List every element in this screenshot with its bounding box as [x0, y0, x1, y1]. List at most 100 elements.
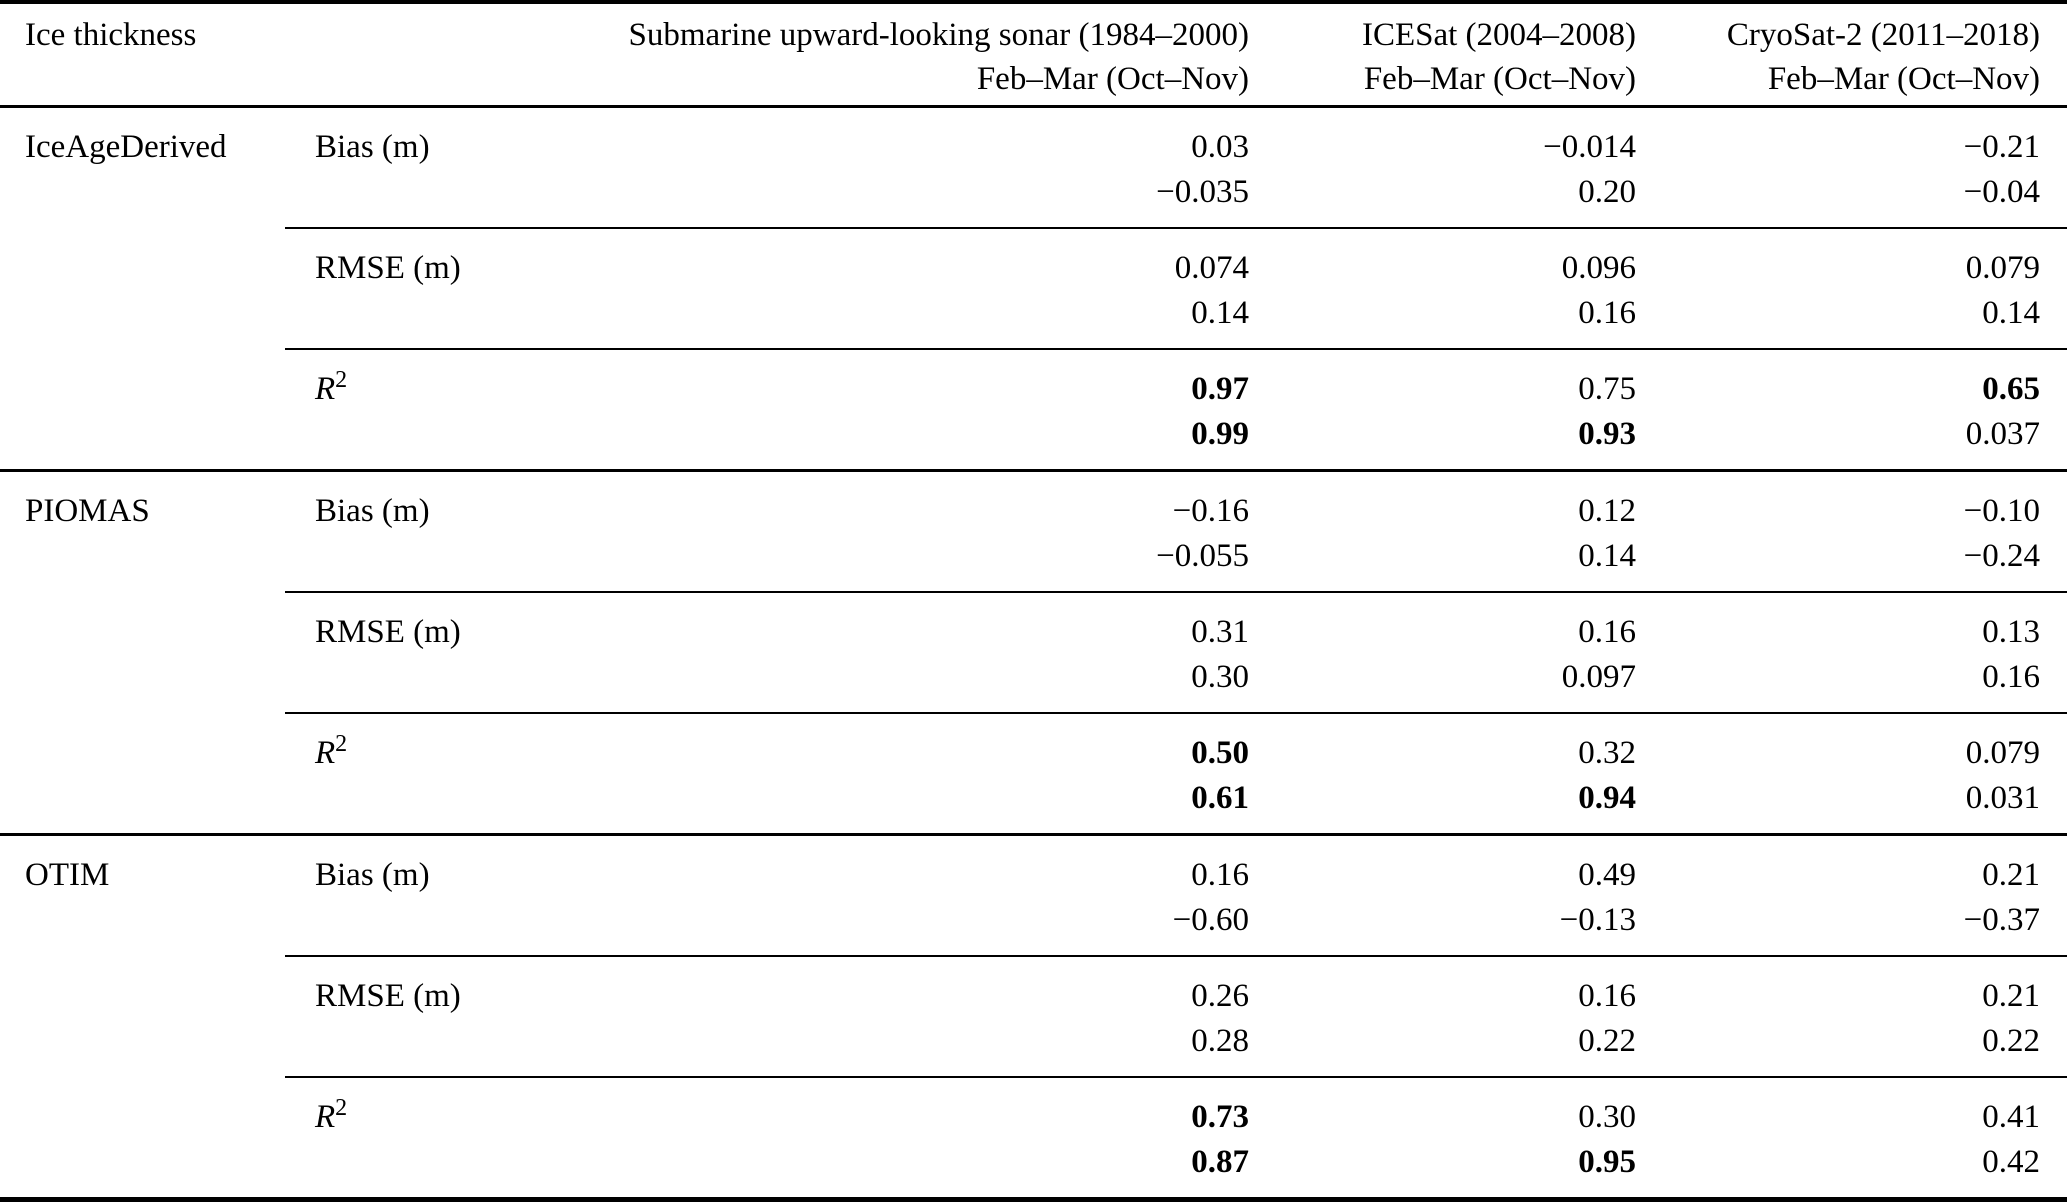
- row-iceagederived-r2: R2 0.97 0.99 0.75 0.93 0.65 0.037: [0, 348, 2067, 471]
- value-cell: 0.096 0.16: [1250, 227, 1638, 349]
- value-oct-nov: −0.60: [1172, 902, 1250, 938]
- value-cell: 0.03 −0.035: [630, 105, 1251, 228]
- value-cell: 0.21 −0.37: [1637, 833, 2067, 956]
- value-feb-mar: −0.014: [1543, 129, 1637, 165]
- value-feb-mar: −0.10: [1963, 493, 2041, 529]
- value-oct-nov: 0.097: [1561, 659, 1637, 695]
- metric-label-text: R: [315, 735, 336, 771]
- value-cell: −0.014 0.20: [1250, 105, 1638, 228]
- value-cell: 0.31 0.30: [630, 591, 1251, 713]
- value-oct-nov: 0.93: [1578, 416, 1637, 452]
- metric-label-r2: R2: [285, 1076, 630, 1200]
- metric-label-r2: R2: [285, 712, 630, 835]
- group-label-piomas: PIOMAS: [0, 469, 285, 835]
- value-oct-nov: 0.22: [1578, 1023, 1637, 1059]
- metric-label-text: R: [315, 1099, 336, 1135]
- value-oct-nov: 0.61: [1191, 780, 1250, 816]
- value-feb-mar: 0.75: [1578, 371, 1637, 407]
- value-oct-nov: 0.42: [1982, 1144, 2041, 1180]
- value-oct-nov: 0.031: [1965, 780, 2041, 816]
- value-cell: 0.16 −0.60: [630, 833, 1251, 956]
- header-row: Ice thickness Submarine upward-looking s…: [0, 2, 2067, 108]
- value-oct-nov: 0.16: [1982, 659, 2041, 695]
- value-feb-mar: 0.096: [1561, 250, 1637, 286]
- value-feb-mar: 0.30: [1578, 1099, 1637, 1135]
- value-oct-nov: −0.24: [1963, 538, 2041, 574]
- column-header-icesat-line2: Feb–Mar (Oct–Nov): [1363, 61, 1637, 97]
- metric-label-bias-m: Bias (m): [285, 833, 630, 956]
- value-oct-nov: 0.14: [1578, 538, 1637, 574]
- value-oct-nov: 0.94: [1578, 780, 1637, 816]
- value-oct-nov: 0.30: [1191, 659, 1250, 695]
- column-header-submarine-sonar: Submarine upward-looking sonar (1984–200…: [285, 2, 1251, 108]
- metric-label-rmse-m: RMSE (m): [285, 591, 630, 713]
- value-oct-nov: −0.035: [1156, 174, 1250, 210]
- value-oct-nov: 0.20: [1578, 174, 1637, 210]
- value-feb-mar: 0.65: [1982, 371, 2041, 407]
- value-feb-mar: 0.16: [1191, 857, 1250, 893]
- value-cell: 0.26 0.28: [630, 955, 1251, 1077]
- value-feb-mar: 0.12: [1578, 493, 1637, 529]
- value-cell: 0.12 0.14: [1250, 469, 1638, 592]
- value-feb-mar: −0.21: [1963, 129, 2041, 165]
- group-label-iceagederived: IceAgeDerived: [0, 105, 285, 471]
- column-header-icesat: ICESat (2004–2008) Feb–Mar (Oct–Nov): [1250, 2, 1638, 108]
- value-oct-nov: 0.87: [1191, 1144, 1250, 1180]
- value-feb-mar: −0.16: [1172, 493, 1250, 529]
- row-otim-r2: R2 0.73 0.87 0.30 0.95 0.41 0.42: [0, 1076, 2067, 1200]
- value-oct-nov: 0.14: [1191, 295, 1250, 331]
- row-otim-bias-m: OTIM Bias (m) 0.16 −0.60 0.49 −0.13 0.21 −0.37: [0, 833, 2067, 1200]
- value-cell: 0.65 0.037: [1637, 348, 2067, 471]
- value-oct-nov: 0.037: [1965, 416, 2041, 452]
- value-cell: −0.21 −0.04: [1637, 105, 2067, 228]
- metric-label-superscript: 2: [335, 731, 348, 757]
- metric-label-rmse-m: RMSE (m): [285, 955, 630, 1077]
- column-header-cryosat2-line2: Feb–Mar (Oct–Nov): [1767, 61, 2041, 97]
- metric-label-superscript: 2: [335, 367, 348, 393]
- column-header-cryosat2-line1: CryoSat-2 (2011–2018): [1726, 17, 2041, 53]
- metric-label-bias-m: Bias (m): [285, 469, 630, 592]
- value-feb-mar: 0.03: [1191, 129, 1250, 165]
- column-header-icesat-line1: ICESat (2004–2008): [1361, 17, 1637, 53]
- value-cell: 0.97 0.99: [630, 348, 1251, 471]
- metric-label-superscript: 2: [335, 1095, 348, 1121]
- table-body: IceAgeDerived Bias (m) 0.03 −0.035 −0.014 0.2…: [0, 105, 2067, 1200]
- value-oct-nov: −0.13: [1559, 902, 1637, 938]
- value-feb-mar: 0.079: [1965, 250, 2041, 286]
- value-feb-mar: 0.49: [1578, 857, 1637, 893]
- value-feb-mar: 0.13: [1982, 614, 2041, 650]
- value-feb-mar: 0.074: [1174, 250, 1250, 286]
- metric-label-text: R: [315, 371, 336, 407]
- value-cell: 0.079 0.14: [1637, 227, 2067, 349]
- value-oct-nov: 0.16: [1578, 295, 1637, 331]
- metric-label-rmse-m: RMSE (m): [285, 227, 630, 349]
- row-piomas-bias-m: PIOMAS Bias (m) −0.16 −0.055 0.12 0.14 −0.10 −0…: [0, 469, 2067, 835]
- value-cell: 0.50 0.61: [630, 712, 1251, 835]
- row-otim-rmse-m: RMSE (m) 0.26 0.28 0.16 0.22 0.21 0.22: [0, 955, 2067, 1077]
- row-piomas-r2: R2 0.50 0.61 0.32 0.94 0.079 0.031: [0, 712, 2067, 835]
- value-feb-mar: 0.32: [1578, 735, 1637, 771]
- value-cell: 0.079 0.031: [1637, 712, 2067, 835]
- row-iceagederived-rmse-m: RMSE (m) 0.074 0.14 0.096 0.16 0.079 0.14: [0, 227, 2067, 349]
- value-feb-mar: 0.079: [1965, 735, 2041, 771]
- value-cell: 0.41 0.42: [1637, 1076, 2067, 1200]
- value-oct-nov: 0.95: [1578, 1144, 1637, 1180]
- value-feb-mar: 0.26: [1191, 978, 1250, 1014]
- value-cell: −0.10 −0.24: [1637, 469, 2067, 592]
- value-feb-mar: 0.97: [1191, 371, 1250, 407]
- value-oct-nov: −0.37: [1963, 902, 2041, 938]
- value-cell: 0.16 0.22: [1250, 955, 1638, 1077]
- value-oct-nov: 0.22: [1982, 1023, 2041, 1059]
- value-cell: 0.13 0.16: [1637, 591, 2067, 713]
- value-feb-mar: 0.31: [1191, 614, 1250, 650]
- value-cell: 0.32 0.94: [1250, 712, 1638, 835]
- value-cell: 0.074 0.14: [630, 227, 1251, 349]
- value-oct-nov: 0.28: [1191, 1023, 1250, 1059]
- value-feb-mar: 0.21: [1982, 857, 2041, 893]
- metric-label-bias-m: Bias (m): [285, 105, 630, 228]
- value-feb-mar: 0.16: [1578, 614, 1637, 650]
- group-label-otim: OTIM: [0, 833, 285, 1200]
- value-feb-mar: 0.73: [1191, 1099, 1250, 1135]
- value-cell: 0.49 −0.13: [1250, 833, 1638, 956]
